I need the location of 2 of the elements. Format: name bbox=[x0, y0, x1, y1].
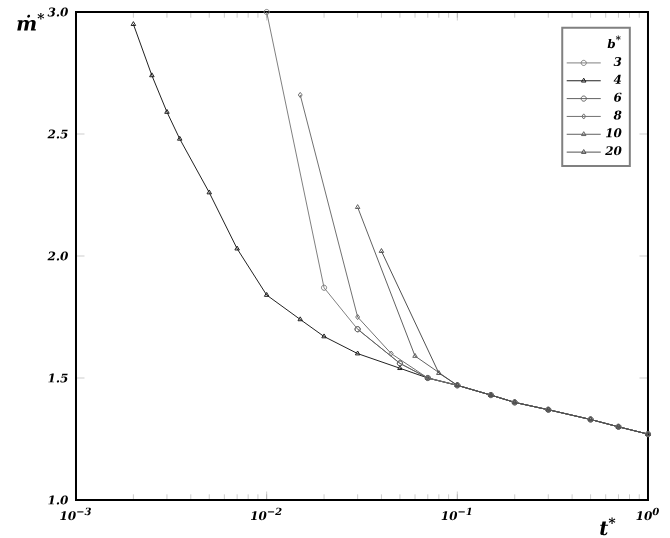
x-axis-title: t$^{*}$ bbox=[600, 517, 616, 536]
y-axis-title: ṁ$^{*}$ bbox=[17, 12, 45, 31]
